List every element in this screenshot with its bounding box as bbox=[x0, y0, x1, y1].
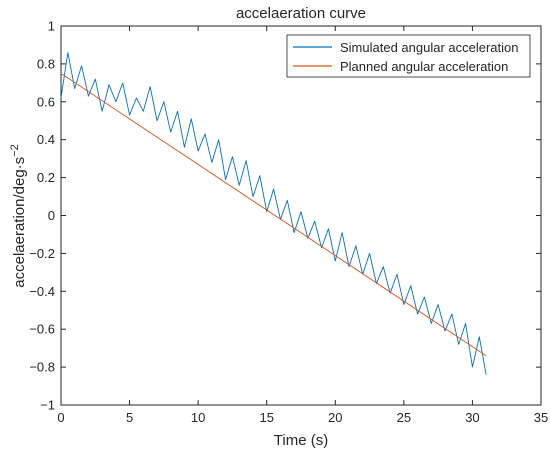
x-tick-label: 15 bbox=[259, 410, 273, 425]
x-tick-label: 5 bbox=[126, 410, 133, 425]
y-axis-label: accelaeration/deg·s−2 bbox=[9, 144, 28, 287]
legend-box bbox=[286, 34, 531, 78]
chart-title: accelaeration curve bbox=[236, 5, 366, 22]
y-tick-label: 0.8 bbox=[37, 56, 55, 71]
y-tick-label: 1 bbox=[48, 19, 55, 34]
y-tick-label: 0.6 bbox=[37, 94, 55, 109]
y-axis-label-text: accelaeration/deg·s bbox=[11, 157, 28, 288]
series-layer bbox=[60, 52, 487, 375]
x-tick-label: 0 bbox=[57, 410, 64, 425]
x-tick-label: 35 bbox=[534, 410, 548, 425]
plot-area: 0 5 10 15 20 25 30 35 −1 −0.8 −0.6 −0.4 −0.2 0 0.2 0.4… bbox=[29, 19, 548, 426]
y-tick-label: 0.2 bbox=[37, 170, 55, 185]
x-axis-ticks: 0 5 10 15 20 25 30 35 bbox=[57, 26, 548, 425]
y-axis-label-exponent: −2 bbox=[9, 144, 21, 157]
legend: Simulated angular acceleration Planned a… bbox=[286, 34, 531, 78]
series-line-planned bbox=[60, 73, 487, 357]
y-tick-label: 0 bbox=[48, 208, 55, 223]
legend-label-planned: Planned angular acceleration bbox=[340, 59, 508, 74]
y-tick-label: −0.6 bbox=[29, 322, 55, 337]
y-axis-ticks: −1 −0.8 −0.6 −0.4 −0.2 0 0.2 0.4 0.6 0.8 1 bbox=[29, 19, 541, 413]
plot-frame bbox=[60, 25, 542, 406]
legend-label-simulated: Simulated angular acceleration bbox=[340, 40, 519, 55]
y-tick-label: −0.2 bbox=[29, 246, 55, 261]
x-tick-label: 20 bbox=[328, 410, 342, 425]
y-tick-label: −0.8 bbox=[29, 360, 55, 375]
y-tick-label: 0.4 bbox=[37, 132, 55, 147]
y-tick-label: −0.4 bbox=[29, 284, 55, 299]
x-tick-label: 30 bbox=[465, 410, 479, 425]
x-tick-label: 25 bbox=[397, 410, 411, 425]
x-tick-label: 10 bbox=[191, 410, 205, 425]
y-tick-label: −1 bbox=[40, 398, 55, 413]
series-line-simulated bbox=[60, 52, 487, 375]
x-axis-label: Time (s) bbox=[274, 432, 328, 449]
